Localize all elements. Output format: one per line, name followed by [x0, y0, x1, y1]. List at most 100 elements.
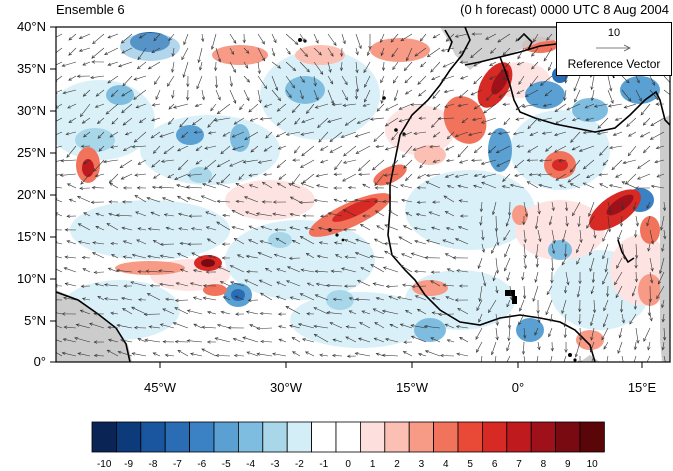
wind-vector [290, 213, 301, 217]
wind-vector-head [603, 345, 607, 350]
wind-vector-head [186, 309, 191, 313]
wind-vector [307, 282, 315, 287]
colorbar-tick-label: 0 [345, 459, 351, 470]
wind-vector [167, 173, 175, 178]
wind-vector [402, 145, 413, 158]
wind-vector-head [50, 55, 53, 58]
wind-vector [514, 159, 525, 169]
wind-vector-head [122, 186, 127, 190]
wind-vector [661, 299, 665, 308]
wind-vector-head [646, 222, 650, 227]
wind-vector-head [93, 340, 98, 344]
wind-vector-head [402, 351, 407, 355]
wind-vector [80, 103, 91, 117]
wind-vector [455, 173, 469, 178]
wind-vector [205, 211, 217, 217]
wind-vector-head [151, 185, 156, 189]
lat-label-15n: 15°N [16, 229, 46, 244]
wind-vector-head [586, 224, 590, 229]
wind-vector [316, 283, 329, 287]
wind-vector [107, 61, 119, 66]
wind-vector-head [432, 159, 437, 163]
wind-vector [374, 173, 385, 186]
wind-vector-head [380, 39, 384, 44]
wind-vector [533, 33, 539, 43]
wind-vector-head [416, 308, 421, 312]
wind-vector [400, 33, 413, 42]
wind-vector-head [299, 293, 304, 297]
wind-vector-head [650, 267, 654, 272]
wind-vector [559, 184, 567, 189]
wind-vector-head [60, 159, 65, 163]
wind-vector [68, 117, 77, 123]
wind-vector [147, 293, 161, 301]
wind-vector [80, 173, 91, 185]
wind-vector-head [445, 296, 450, 300]
wind-vector-head [61, 63, 66, 67]
wind-vector-head [402, 133, 406, 137]
wind-vector-head [110, 93, 115, 98]
wind-vector [589, 257, 595, 272]
wind-vector [68, 33, 77, 41]
wind-vector [562, 229, 567, 243]
wind-vector [229, 89, 236, 104]
wind-vector-head [220, 310, 225, 315]
wind-vector-head [178, 227, 182, 231]
wind-vector [389, 324, 399, 329]
wind-vector [481, 243, 485, 253]
wind-vector-head [137, 227, 142, 231]
wind-vector-head [605, 366, 608, 369]
wind-vector-head [305, 110, 310, 114]
lat-label-35n: 35°N [16, 61, 46, 76]
wind-vector-head [59, 173, 64, 177]
wind-vector [607, 215, 611, 232]
wind-vector-head [381, 309, 386, 313]
wind-vector-head [222, 213, 226, 218]
wind-vector [201, 348, 217, 357]
wind-vector-head [383, 242, 388, 246]
wind-vector-head [285, 132, 290, 136]
wind-vector [425, 181, 441, 189]
wind-vector-head [229, 265, 234, 269]
wind-vector-head [343, 284, 348, 288]
wind-vector [292, 103, 301, 113]
wind-vector [479, 285, 483, 302]
wind-vector [564, 89, 567, 101]
wind-vector [177, 350, 189, 357]
wind-vector-head [153, 175, 157, 179]
colorbar-cell [164, 421, 190, 453]
wind-vector-head [632, 206, 637, 211]
wind-vector [551, 257, 553, 271]
wind-vector-head [374, 210, 379, 214]
wind-vector [168, 103, 175, 110]
wind-vector [56, 256, 63, 259]
wind-vector-head [315, 174, 320, 178]
wind-vector-head [634, 255, 639, 259]
wind-vector [108, 339, 119, 343]
wind-vector [367, 47, 371, 56]
wind-vector [374, 238, 385, 245]
wind-vector-head [426, 173, 430, 177]
wind-vector [257, 327, 273, 329]
wind-vector [514, 173, 525, 177]
wind-vector [199, 61, 203, 71]
wind-vector-head [480, 120, 485, 124]
wind-vector [132, 254, 147, 259]
wind-vector-head [75, 323, 80, 327]
wind-vector [79, 47, 91, 52]
wind-vector [171, 61, 175, 73]
wind-vector-head [636, 339, 640, 344]
wind-vector [358, 159, 371, 171]
wind-vector [183, 33, 189, 45]
wind-vector [301, 269, 315, 273]
wind-vector-head [243, 196, 248, 200]
wind-vector-head [591, 279, 595, 284]
wind-vector [383, 266, 399, 273]
lat-label-0: 0° [33, 354, 46, 369]
wind-vector-head [417, 81, 422, 85]
wind-vector-head [94, 104, 99, 108]
wind-vector [442, 284, 455, 287]
wind-vector [456, 326, 469, 329]
wind-vector-head [79, 309, 84, 313]
wind-vector [418, 353, 427, 357]
